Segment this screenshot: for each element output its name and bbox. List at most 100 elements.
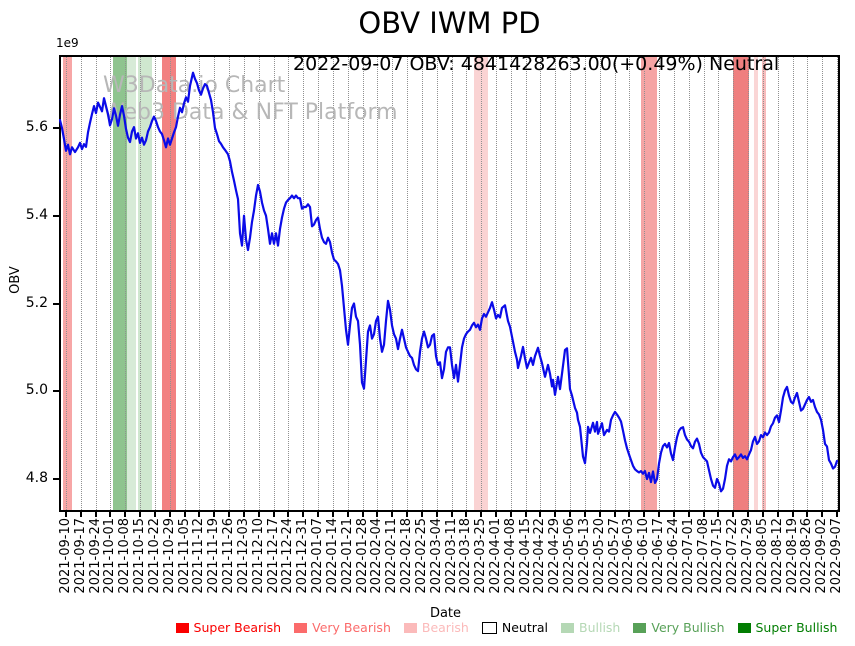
legend-label: Very Bullish (651, 620, 725, 635)
x-tick-mark (480, 512, 483, 517)
gridline (421, 55, 423, 512)
gridline (95, 55, 97, 512)
signal-band (127, 55, 136, 512)
x-tick-label: 2021-10-08 (117, 518, 133, 594)
gridline (688, 55, 690, 512)
x-tick-mark (168, 512, 171, 517)
x-tick-label: 2022-04-01 (487, 518, 503, 594)
x-tick-mark (420, 512, 423, 517)
gridline (66, 55, 67, 512)
x-tick-mark (598, 512, 601, 517)
gridline (584, 55, 586, 512)
gridline (436, 55, 438, 512)
signal-band (754, 55, 758, 512)
x-tick-label: 2022-08-26 (799, 518, 815, 594)
obv-line-series (59, 71, 839, 493)
gridline (837, 55, 838, 512)
y-axis-label: OBV (8, 266, 23, 294)
x-tick-label: 2021-10-15 (132, 518, 148, 594)
latest-value-annotation: 2022-09-07 OBV: 4841428263.00(+0.49%) Ne… (293, 53, 780, 75)
x-tick-label: 2021-12-03 (235, 518, 251, 594)
x-tick-mark (287, 512, 290, 517)
gridline (303, 55, 305, 512)
x-tick-label: 2022-07-08 (695, 518, 711, 594)
gridline (125, 55, 127, 512)
x-tick-label: 2022-08-19 (784, 518, 800, 594)
x-tick-mark (761, 512, 764, 517)
gridline (273, 55, 275, 512)
legend-swatch (175, 622, 189, 633)
x-tick-label: 2021-12-10 (250, 518, 266, 594)
x-tick-label: 2022-04-29 (547, 518, 563, 594)
legend-item-very-bullish: Very Bullish (633, 620, 725, 635)
signal-band (762, 55, 766, 512)
x-tick-label: 2022-01-21 (339, 518, 355, 594)
x-tick-mark (643, 512, 646, 517)
x-tick-mark (183, 512, 186, 517)
y-tick-label: 5.2 (25, 294, 48, 311)
x-tick-label: 2022-09-07 (829, 518, 844, 594)
x-tick-label: 2022-02-18 (399, 518, 415, 594)
legend-swatch (737, 622, 751, 633)
gridline (762, 55, 764, 512)
gridline (807, 55, 809, 512)
x-tick-label: 2022-07-15 (710, 518, 726, 594)
signal-band (733, 55, 749, 512)
gridline (214, 55, 216, 512)
x-tick-mark (628, 512, 631, 517)
gridline (718, 55, 720, 512)
gridline (451, 55, 453, 512)
x-tick-mark (702, 512, 705, 517)
x-tick-mark (791, 512, 794, 517)
x-tick-label: 2021-10-01 (102, 518, 118, 594)
signal-band (162, 55, 176, 512)
x-tick-label: 2021-11-19 (206, 518, 222, 594)
gridline (673, 55, 675, 512)
gridline (748, 55, 750, 512)
gridline (525, 55, 527, 512)
x-tick-mark (79, 512, 82, 517)
legend-label: Very Bearish (312, 620, 391, 635)
gridline (510, 55, 512, 512)
x-tick-mark (391, 512, 394, 517)
y-axis-offset-label: 1e9 (56, 36, 79, 50)
gridline (362, 55, 364, 512)
x-tick-mark (94, 512, 97, 517)
y-tick-mark (53, 214, 59, 217)
x-tick-label: 2022-06-24 (665, 518, 681, 594)
y-tick-label: 4.8 (25, 470, 48, 486)
x-tick-mark (272, 512, 275, 517)
x-tick-mark (554, 512, 557, 517)
x-tick-label: 2022-02-25 (413, 518, 429, 594)
x-tick-label: 2022-08-12 (769, 518, 785, 594)
legend-item-bullish: Bullish (561, 620, 620, 635)
gridline (599, 55, 601, 512)
x-tick-mark (494, 512, 497, 517)
x-tick-mark (613, 512, 616, 517)
legend-item-neutral: Neutral (481, 620, 548, 635)
legend: Super Bearish Very Bearish Bearish Neutral B… (158, 620, 855, 635)
gridline (377, 55, 379, 512)
x-tick-mark (687, 512, 690, 517)
x-tick-mark (776, 512, 779, 517)
signal-band (113, 55, 127, 512)
x-tick-label: 2021-11-12 (191, 518, 207, 594)
x-tick-mark (198, 512, 201, 517)
x-tick-mark (331, 512, 334, 517)
x-tick-label: 2022-03-25 (473, 518, 489, 594)
x-tick-mark (376, 512, 379, 517)
x-tick-label: 2022-03-18 (458, 518, 474, 594)
x-tick-label: 2022-05-13 (576, 518, 592, 594)
gridline (466, 55, 468, 512)
x-tick-label: 2022-06-17 (651, 518, 667, 594)
signal-band (474, 55, 488, 512)
x-tick-mark (672, 512, 675, 517)
x-tick-mark (806, 512, 809, 517)
x-tick-label: 2022-02-04 (369, 518, 385, 594)
x-tick-label: 2022-04-15 (517, 518, 533, 594)
x-tick-mark (583, 512, 586, 517)
x-tick-mark (406, 512, 409, 517)
y-tick-mark (53, 127, 59, 129)
legend-item-very-bearish: Very Bearish (294, 620, 391, 635)
legend-swatch (633, 622, 647, 633)
